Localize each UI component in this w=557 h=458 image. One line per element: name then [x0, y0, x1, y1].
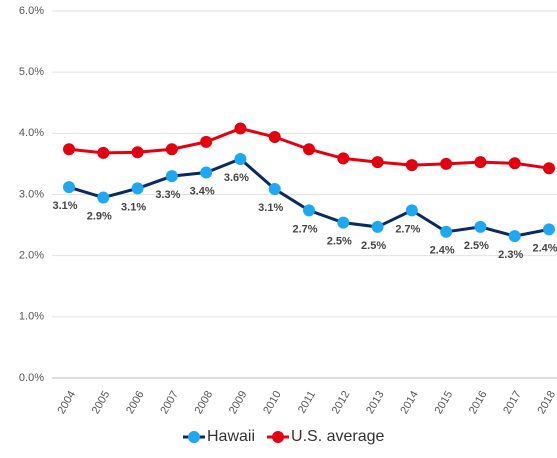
data-point: [405, 159, 418, 172]
data-label: 2.3%: [498, 249, 523, 261]
data-label: 2.7%: [395, 223, 420, 235]
data-point: [234, 122, 247, 135]
data-point: [63, 181, 75, 194]
data-point: [131, 146, 144, 159]
data-point: [371, 156, 384, 169]
data-label: 2.5%: [464, 240, 489, 252]
legend-marker: [188, 431, 200, 443]
data-point: [371, 220, 384, 233]
data-label: 2.5%: [361, 240, 386, 252]
data-label: 2.4%: [532, 242, 557, 254]
data-label: 3.1%: [52, 200, 77, 212]
x-tick-label: 2005: [90, 389, 113, 416]
data-label: 3.6%: [224, 172, 249, 184]
x-tick-label: 2008: [193, 389, 216, 416]
data-point: [131, 182, 144, 195]
data-point: [200, 166, 213, 179]
data-point: [234, 153, 247, 166]
x-tick-label: 2016: [467, 389, 490, 416]
y-tick-label: 1.0%: [19, 311, 44, 323]
y-tick-label: 3.0%: [19, 188, 44, 200]
data-label: 3.1%: [258, 202, 283, 214]
data-label: 2.9%: [87, 210, 112, 222]
data-point: [508, 157, 521, 170]
legend-label: Hawaii: [207, 428, 255, 445]
x-tick-label: 2004: [55, 389, 78, 416]
x-tick-label: 2006: [124, 389, 147, 416]
x-tick-label: 2015: [433, 389, 456, 416]
data-point: [63, 143, 75, 156]
x-tick-label: 2010: [261, 389, 284, 416]
data-point: [165, 170, 178, 183]
x-tick-label: 2013: [364, 389, 387, 416]
data-point: [303, 204, 315, 217]
data-point: [200, 135, 213, 148]
data-label: 2.4%: [430, 245, 455, 257]
x-tick-label: 2007: [158, 389, 181, 416]
data-point: [303, 143, 315, 156]
data-point: [474, 156, 487, 169]
x-tick-label: 2012: [330, 389, 353, 416]
data-label: 2.5%: [327, 236, 352, 248]
x-tick-label: 2018: [535, 389, 557, 416]
data-point: [337, 216, 350, 229]
x-tick-label: 2011: [296, 389, 318, 415]
legend-label: U.S. average: [291, 428, 384, 445]
data-point: [337, 152, 350, 165]
data-point: [440, 157, 453, 170]
data-label: 3.3%: [155, 189, 180, 201]
data-point: [508, 230, 521, 243]
data-point: [97, 146, 110, 159]
legend-marker: [272, 431, 285, 443]
x-tick-label: 2017: [501, 389, 524, 416]
x-tick-label: 2014: [398, 389, 421, 416]
data-label: 3.1%: [121, 201, 146, 213]
data-point: [165, 143, 178, 156]
y-tick-label: 4.0%: [19, 127, 44, 139]
data-point: [474, 220, 487, 233]
data-point: [97, 191, 110, 204]
data-point: [268, 131, 281, 144]
y-tick-label: 2.0%: [19, 250, 44, 262]
data-point: [543, 223, 555, 236]
x-tick-label: 2009: [227, 389, 250, 416]
data-label: 2.7%: [292, 223, 317, 235]
y-tick-label: 0.0%: [19, 372, 44, 384]
data-point: [440, 225, 453, 238]
data-label: 3.4%: [190, 185, 215, 197]
data-point: [405, 204, 418, 217]
y-tick-label: 6.0%: [19, 5, 44, 17]
y-tick-label: 5.0%: [19, 66, 44, 78]
data-point: [543, 162, 555, 175]
legend: Hawaii U.S. average: [183, 428, 385, 445]
data-point: [268, 182, 281, 195]
